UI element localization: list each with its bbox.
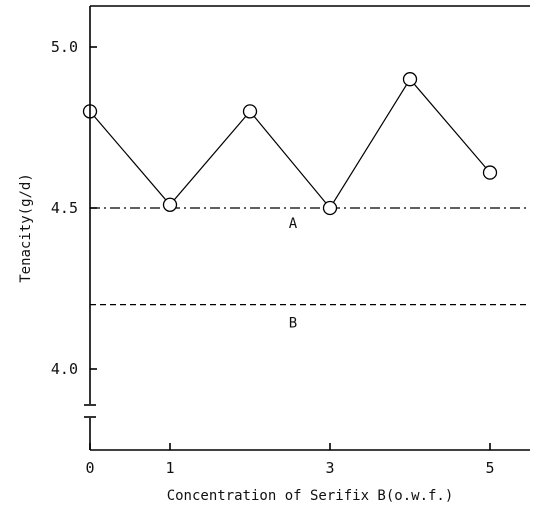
data-point [402,72,418,87]
x-tick-label: 3 [325,459,334,477]
data-point [162,197,178,212]
data-point [482,165,498,180]
x-tick-label: 0 [85,459,94,477]
y-axis-label: Tenacity(g/d) [18,173,34,283]
y-tick-label: 4.5 [51,199,78,217]
data-point [322,200,338,216]
y-tick-label: 5.0 [51,38,78,56]
axes [84,5,530,451]
x-tick-label: 5 [485,459,494,477]
x-tick-label: 1 [165,459,174,477]
reference-label-a: A [289,216,298,232]
data-point [242,104,258,119]
y-tick-label: 4.0 [51,360,78,378]
data-series [82,72,498,216]
reference-lines: AB [90,207,530,332]
x-axis-label: Concentration of Serifix B(o.w.f.) [167,488,454,504]
reference-label-b: B [289,316,297,332]
tick-labels: 4.0 4.5 5.0 0 1 3 5 [51,38,495,477]
series-line [89,78,491,210]
